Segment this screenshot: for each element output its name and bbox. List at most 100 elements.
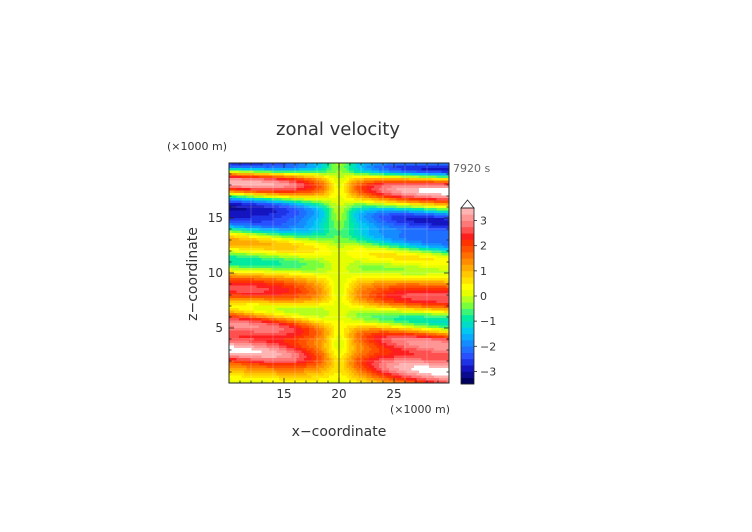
heatmap-cell bbox=[364, 295, 367, 299]
heatmap-cell bbox=[241, 163, 245, 166]
heatmap-cell bbox=[331, 235, 335, 239]
heatmap-cell bbox=[439, 225, 442, 229]
heatmap-cell bbox=[369, 270, 372, 274]
heatmap-cell bbox=[256, 260, 260, 264]
heatmap-cell bbox=[291, 195, 295, 199]
heatmap-cell bbox=[431, 170, 435, 174]
heatmap-cell bbox=[274, 183, 277, 186]
heatmap-cell bbox=[406, 183, 410, 186]
heatmap-cell bbox=[419, 275, 422, 279]
heatmap-cell bbox=[249, 168, 252, 171]
heatmap-cell bbox=[304, 200, 307, 204]
heatmap-cell bbox=[269, 283, 272, 286]
heatmap-cell bbox=[269, 293, 272, 296]
heatmap-cell bbox=[254, 303, 257, 306]
heatmap-cell bbox=[396, 250, 400, 254]
heatmap-cell bbox=[346, 260, 350, 264]
heatmap-cell bbox=[299, 220, 302, 224]
heatmap-cell bbox=[286, 215, 290, 219]
heatmap-cell bbox=[289, 303, 292, 306]
heatmap-cell bbox=[356, 275, 360, 279]
heatmap-cell bbox=[384, 175, 387, 179]
heatmap-cell bbox=[339, 210, 342, 214]
heatmap-cell bbox=[399, 250, 402, 254]
heatmap-cell bbox=[274, 285, 277, 289]
heatmap-cell bbox=[271, 190, 275, 194]
heatmap-cell bbox=[311, 215, 315, 219]
heatmap-cell bbox=[381, 258, 385, 261]
heatmap-cell bbox=[236, 253, 240, 256]
heatmap-cell bbox=[239, 273, 242, 276]
heatmap-cell bbox=[374, 285, 377, 289]
heatmap-cell bbox=[311, 165, 315, 169]
heatmap-cell bbox=[266, 275, 270, 279]
heatmap-cell bbox=[416, 253, 420, 256]
heatmap-cell bbox=[354, 218, 357, 221]
heatmap-cell bbox=[404, 298, 407, 301]
heatmap-cell bbox=[279, 183, 282, 186]
heatmap-cell bbox=[416, 193, 420, 196]
heatmap-cell bbox=[274, 230, 277, 234]
heatmap-cell bbox=[276, 240, 280, 244]
heatmap-cell bbox=[399, 238, 402, 241]
heatmap-cell bbox=[289, 288, 292, 291]
heatmap-cell bbox=[444, 270, 447, 274]
heatmap-cell bbox=[306, 183, 310, 186]
heatmap-cell bbox=[399, 265, 402, 269]
heatmap-cell bbox=[289, 295, 292, 299]
heatmap-cell bbox=[361, 290, 365, 294]
heatmap-cell bbox=[266, 208, 270, 211]
heatmap-cell bbox=[376, 303, 380, 306]
heatmap-cell bbox=[384, 223, 387, 226]
heatmap-cell bbox=[331, 203, 335, 206]
heatmap-cell bbox=[274, 215, 277, 219]
heatmap-cell bbox=[421, 290, 425, 294]
heatmap-cell bbox=[436, 250, 440, 254]
heatmap-cell bbox=[336, 235, 340, 239]
heatmap-cell bbox=[429, 195, 432, 199]
heatmap-cell bbox=[379, 233, 382, 236]
heatmap-cell bbox=[439, 230, 442, 234]
heatmap-cell bbox=[249, 225, 252, 229]
heatmap-cell bbox=[256, 180, 260, 184]
heatmap-cell bbox=[441, 268, 445, 271]
heatmap-cell bbox=[376, 263, 380, 266]
heatmap-cell bbox=[251, 225, 255, 229]
heatmap-cell bbox=[284, 283, 287, 286]
heatmap-cell bbox=[271, 183, 275, 186]
heatmap-cell bbox=[306, 265, 310, 269]
heatmap-cell bbox=[351, 260, 355, 264]
heatmap-cell bbox=[416, 235, 420, 239]
heatmap-cell bbox=[259, 263, 262, 266]
heatmap-cell bbox=[441, 273, 445, 276]
heatmap-cell bbox=[269, 240, 272, 244]
heatmap-cell bbox=[339, 175, 342, 179]
heatmap-cell bbox=[324, 248, 327, 251]
heatmap-cell bbox=[356, 205, 360, 209]
heatmap-cell bbox=[441, 208, 445, 211]
heatmap-cell bbox=[386, 233, 390, 236]
heatmap-cell bbox=[361, 260, 365, 264]
heatmap-cell bbox=[236, 240, 240, 244]
heatmap-cell bbox=[386, 263, 390, 266]
heatmap-cell bbox=[374, 300, 377, 304]
heatmap-cell bbox=[374, 263, 377, 266]
heatmap-cell bbox=[406, 280, 410, 284]
heatmap-cell bbox=[309, 275, 312, 279]
heatmap-cell bbox=[276, 198, 280, 201]
heatmap-cell bbox=[269, 238, 272, 241]
heatmap-cell bbox=[419, 213, 422, 216]
heatmap-cell bbox=[436, 268, 440, 271]
heatmap-cell bbox=[361, 243, 365, 246]
heatmap-cell bbox=[424, 295, 427, 299]
heatmap-cell bbox=[354, 300, 357, 304]
heatmap-cell bbox=[249, 193, 252, 196]
heatmap-cell bbox=[396, 270, 400, 274]
heatmap-cell bbox=[329, 175, 332, 179]
heatmap-cell bbox=[391, 183, 395, 186]
heatmap-cells bbox=[229, 163, 450, 384]
heatmap-cell bbox=[274, 225, 277, 229]
heatmap-cell bbox=[376, 173, 380, 176]
heatmap-cell bbox=[401, 255, 405, 259]
heatmap-cell bbox=[326, 228, 330, 231]
